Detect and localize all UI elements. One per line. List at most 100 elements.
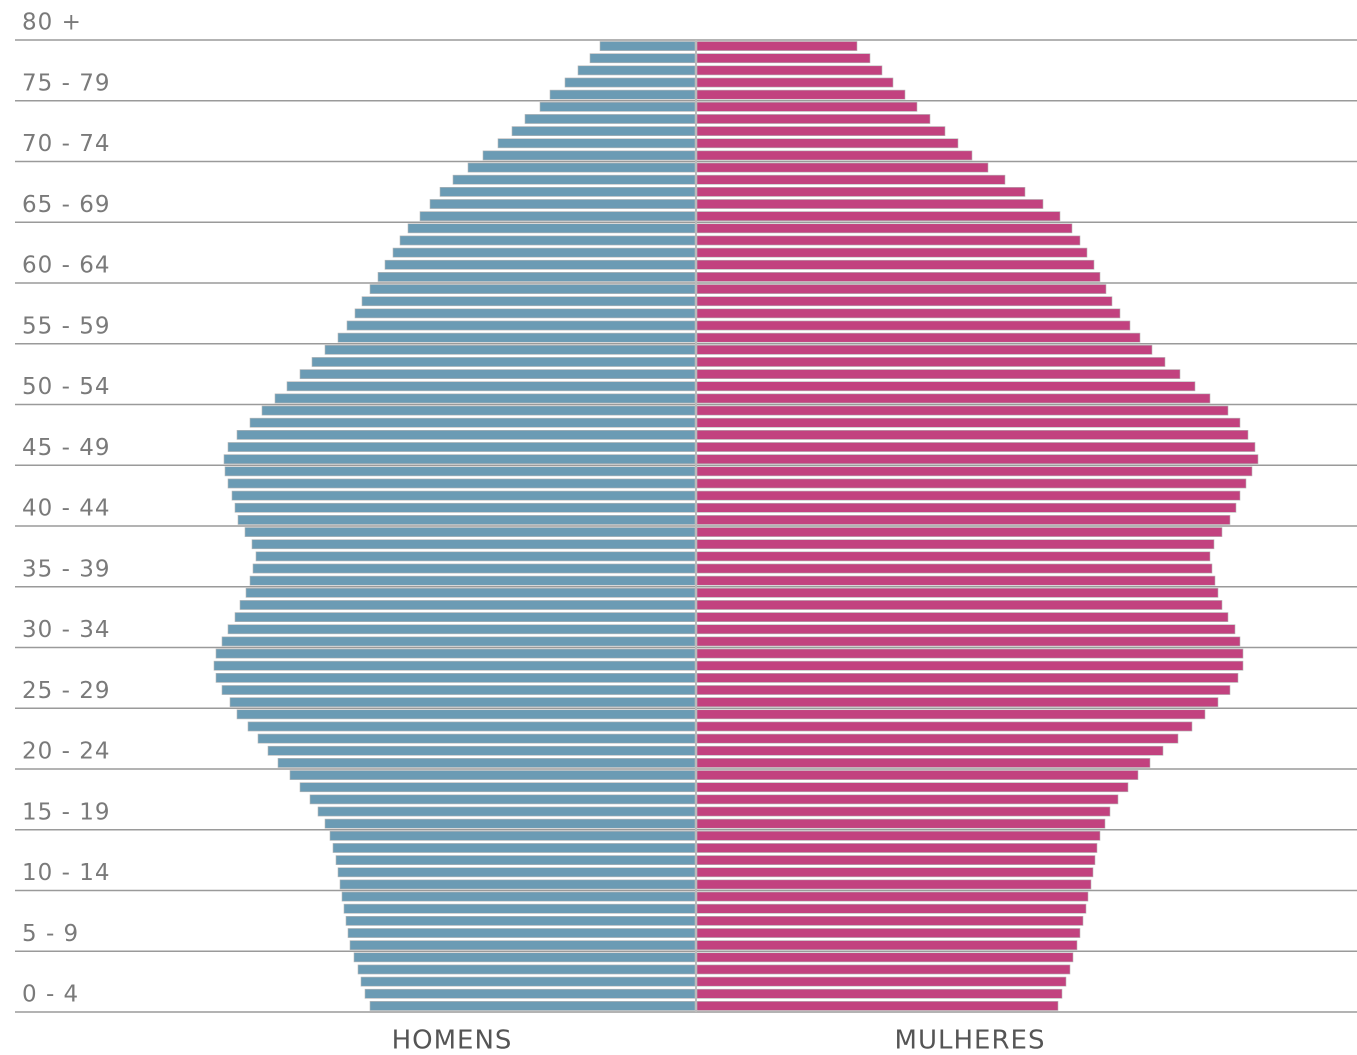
bar bbox=[357, 964, 696, 975]
bar bbox=[311, 357, 696, 367]
bar bbox=[696, 162, 989, 173]
bar bbox=[696, 830, 1101, 841]
bar bbox=[345, 915, 696, 926]
bar bbox=[221, 636, 696, 647]
bar bbox=[696, 952, 1074, 963]
bar bbox=[696, 636, 1241, 647]
bar bbox=[341, 891, 696, 902]
bar bbox=[696, 442, 1256, 452]
bar bbox=[696, 794, 1119, 805]
bar bbox=[696, 539, 1215, 550]
bar bbox=[696, 284, 1107, 294]
bar bbox=[261, 405, 696, 416]
bar bbox=[696, 344, 1153, 355]
bar bbox=[247, 721, 696, 732]
bar bbox=[696, 417, 1241, 428]
bar bbox=[252, 563, 696, 574]
bar bbox=[360, 976, 696, 987]
age-group-label: 50 - 54 bbox=[22, 374, 110, 400]
bar bbox=[696, 272, 1101, 282]
bar bbox=[229, 697, 696, 708]
bar bbox=[696, 685, 1231, 695]
bar bbox=[696, 758, 1151, 768]
bar bbox=[696, 490, 1241, 501]
bar bbox=[429, 199, 696, 209]
bar bbox=[337, 867, 696, 878]
bar bbox=[286, 381, 696, 392]
bar bbox=[696, 393, 1211, 404]
bar bbox=[696, 891, 1089, 902]
bar bbox=[354, 308, 696, 319]
bar bbox=[497, 138, 696, 149]
bar bbox=[407, 223, 696, 234]
bar bbox=[696, 964, 1071, 975]
bar bbox=[339, 879, 696, 890]
bar bbox=[696, 65, 883, 76]
bar bbox=[696, 1001, 1059, 1011]
bar bbox=[696, 89, 906, 100]
bar bbox=[251, 539, 696, 550]
bar bbox=[696, 199, 1044, 209]
bar bbox=[236, 429, 696, 440]
bar bbox=[223, 454, 696, 465]
bar bbox=[215, 648, 696, 659]
bar bbox=[234, 502, 696, 513]
bar bbox=[696, 903, 1087, 914]
bar bbox=[482, 150, 696, 161]
bar bbox=[696, 308, 1121, 319]
bar bbox=[696, 879, 1092, 890]
bar bbox=[696, 697, 1219, 708]
age-group-label: 30 - 34 bbox=[22, 617, 110, 643]
bar bbox=[696, 126, 946, 137]
age-group-label: 15 - 19 bbox=[22, 799, 110, 825]
bar bbox=[696, 976, 1067, 987]
bar bbox=[274, 393, 696, 404]
age-group-label: 80 + bbox=[22, 10, 82, 36]
bar bbox=[267, 745, 696, 756]
age-group-label: 35 - 39 bbox=[22, 556, 110, 582]
bar bbox=[511, 126, 696, 137]
bar bbox=[696, 223, 1073, 234]
bar bbox=[332, 843, 696, 853]
bar bbox=[696, 405, 1229, 416]
age-group-label: 45 - 49 bbox=[22, 435, 110, 461]
bar bbox=[329, 830, 696, 841]
bar bbox=[696, 211, 1061, 222]
bar bbox=[696, 745, 1164, 756]
bar bbox=[696, 928, 1081, 938]
bar bbox=[452, 174, 696, 185]
bar bbox=[696, 77, 894, 88]
bar bbox=[696, 733, 1179, 744]
bar bbox=[696, 843, 1098, 853]
bar bbox=[696, 259, 1095, 270]
bar bbox=[696, 174, 1006, 185]
bar bbox=[696, 478, 1247, 489]
bar bbox=[696, 551, 1211, 562]
bar bbox=[343, 903, 696, 914]
bar bbox=[696, 709, 1206, 720]
bar bbox=[539, 101, 696, 112]
bar bbox=[361, 296, 696, 307]
bar bbox=[696, 53, 871, 64]
age-group-label: 40 - 44 bbox=[22, 496, 110, 522]
bar bbox=[299, 369, 696, 379]
bar bbox=[349, 940, 696, 951]
bar bbox=[599, 41, 696, 51]
bar bbox=[369, 1001, 696, 1011]
bar bbox=[696, 624, 1236, 635]
bar bbox=[696, 782, 1129, 793]
bar bbox=[324, 344, 696, 355]
bar bbox=[224, 466, 696, 477]
bar bbox=[369, 284, 696, 294]
bar bbox=[696, 235, 1081, 246]
bar bbox=[231, 490, 696, 501]
bar bbox=[346, 320, 696, 331]
bar bbox=[696, 466, 1253, 477]
bar bbox=[696, 320, 1131, 331]
bar bbox=[289, 770, 696, 780]
age-group-label: 5 - 9 bbox=[22, 921, 79, 947]
bar bbox=[324, 818, 696, 829]
bar bbox=[364, 988, 696, 999]
bar bbox=[696, 660, 1244, 671]
bar bbox=[213, 660, 696, 671]
